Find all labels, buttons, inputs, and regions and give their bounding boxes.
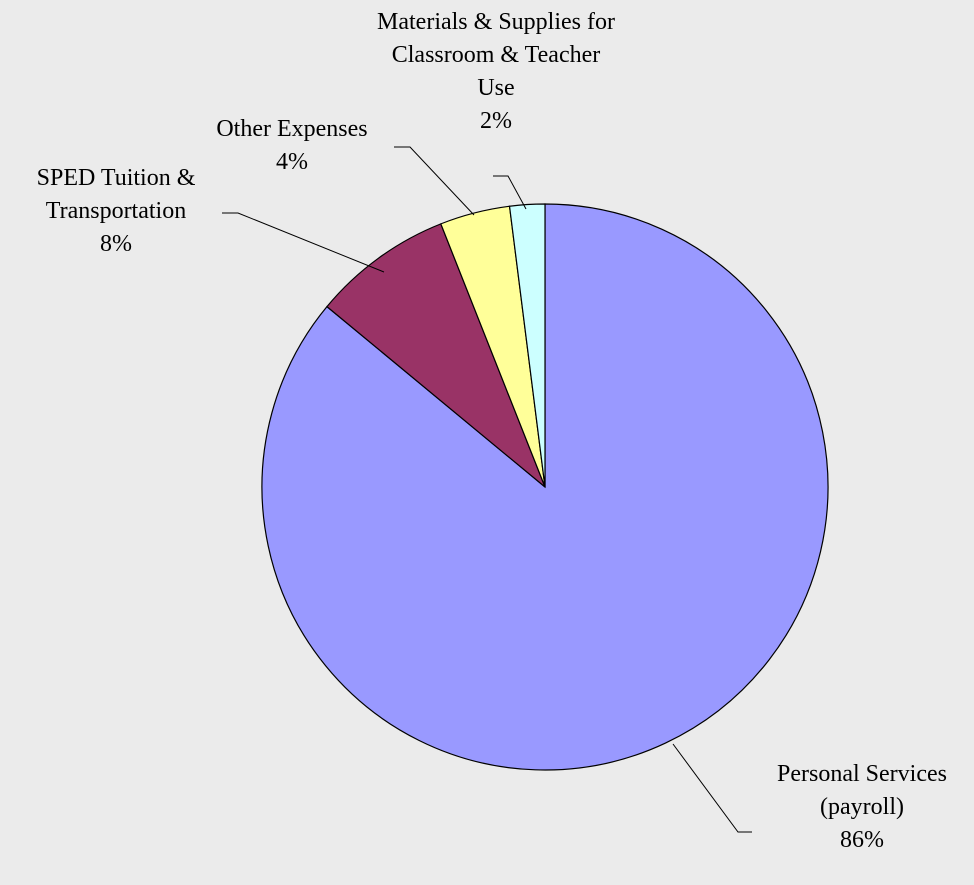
slice-label-3: Materials & Supplies for Classroom & Teac… [377, 9, 615, 134]
slice-percent-0: 86% [840, 827, 884, 853]
slice-percent-3: 2% [480, 108, 512, 134]
slice-label-2: Other Expenses 4% [216, 116, 367, 175]
slice-name-line-3-2: Use [477, 75, 514, 101]
slice-percent-1: 8% [100, 231, 132, 257]
leader-line-2 [394, 146, 475, 216]
slice-percent-2: 4% [276, 149, 308, 175]
pie-slice-3 [508, 203, 546, 488]
pie-slice-1 [326, 223, 546, 488]
leader-line-3 [493, 175, 527, 210]
slice-name-line-2-0: Other Expenses [216, 116, 367, 142]
slice-name-line-3-1: Classroom & Teacher [392, 42, 601, 68]
slice-name-line-3-0: Materials & Supplies for [377, 9, 615, 35]
leader-line-1 [222, 212, 385, 273]
slice-name-line-1-0: SPED Tuition & [37, 165, 196, 191]
slice-name-line-1-1: Transportation [46, 198, 186, 224]
slice-label-1: SPED Tuition & Transportation 8% [37, 165, 196, 257]
slice-name-line-0-1: (payroll) [820, 794, 904, 820]
slice-label-0: Personal Services (payroll) 86% [777, 761, 947, 853]
slice-name-line-0-0: Personal Services [777, 761, 947, 787]
leader-line-0 [672, 743, 752, 833]
